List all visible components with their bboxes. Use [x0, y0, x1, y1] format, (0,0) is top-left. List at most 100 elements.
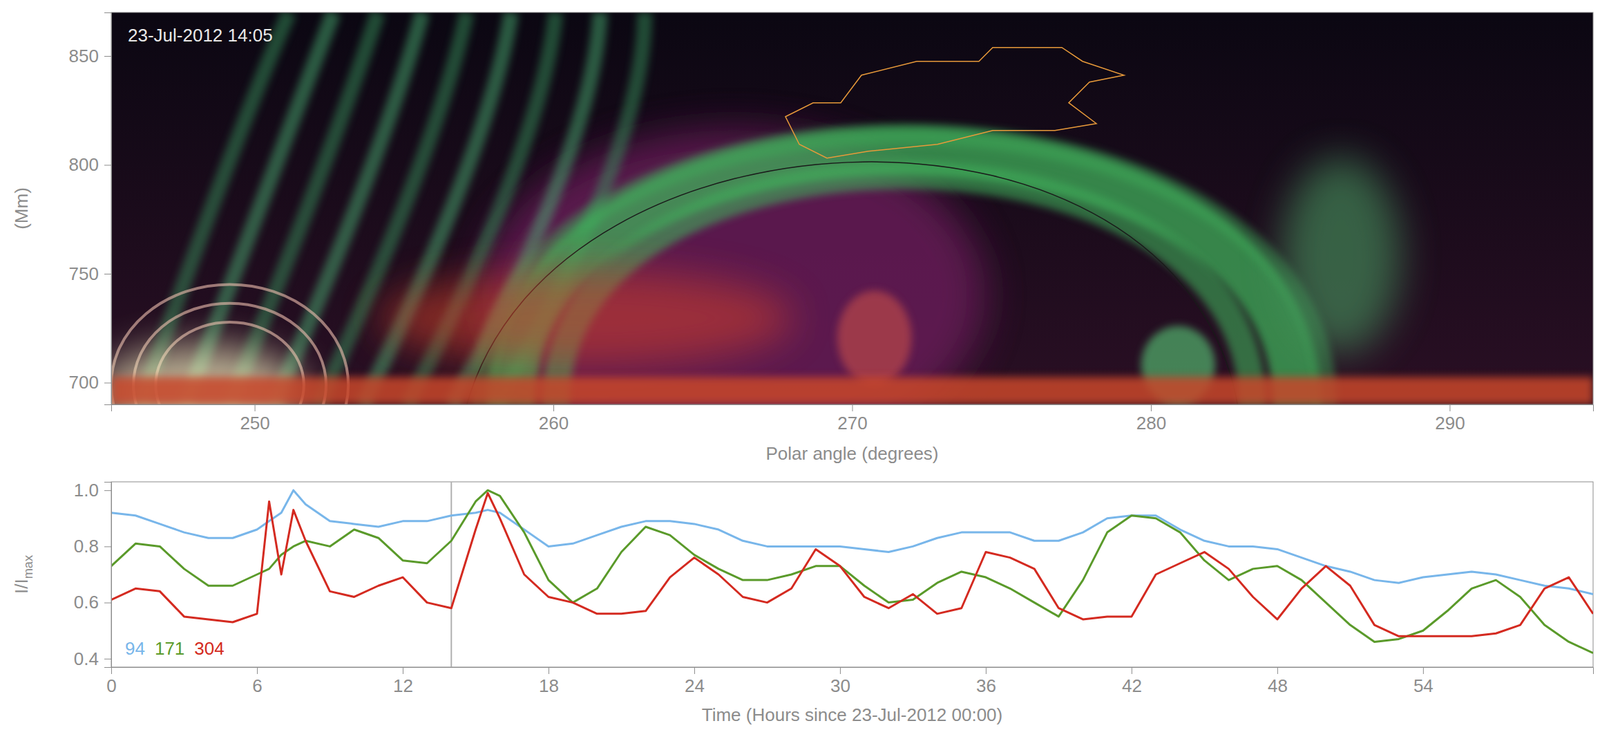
tick-label: 0	[106, 674, 117, 696]
series-line	[111, 492, 1594, 636]
tick: 0.4	[73, 648, 112, 669]
x-axis: 0 6 12 18 24 30 36 42 48 54	[106, 666, 1594, 696]
tick-label: 12	[393, 674, 414, 696]
tick-label: 700	[69, 371, 99, 393]
series-line	[111, 489, 1594, 653]
axis-line	[104, 482, 112, 668]
tick: 0.6	[73, 591, 112, 613]
axis-line	[111, 667, 1594, 675]
tick-mark	[1131, 666, 1133, 674]
tick-mark	[111, 666, 112, 674]
tick-mark	[1423, 666, 1424, 674]
tick-label: 0.4	[73, 648, 99, 669]
legend-entry: 171	[154, 637, 185, 659]
blob	[1282, 157, 1402, 354]
tick: 12	[393, 666, 414, 696]
tick: 36	[976, 666, 997, 696]
axis-line	[111, 404, 1594, 412]
legend-entry: 304	[194, 637, 224, 659]
tick: 30	[830, 666, 851, 696]
frame	[111, 481, 1594, 667]
tick-label: 18	[538, 674, 559, 696]
limb	[111, 376, 1594, 405]
tick-mark	[852, 404, 854, 412]
tick-mark	[1449, 404, 1451, 412]
tick-mark	[402, 666, 404, 674]
figure: 250 260 270 280 290 700 750 800 850 Polar angle (…	[0, 0, 1600, 739]
y-axis: 700 750 800 850	[69, 13, 112, 405]
time-cursor	[450, 481, 452, 667]
tick-label: 24	[684, 674, 705, 696]
tick: 42	[1121, 666, 1142, 696]
tick-mark	[104, 273, 112, 275]
tick-label: 290	[1434, 412, 1465, 434]
frame	[111, 12, 1594, 405]
tick-label: 0.6	[73, 591, 99, 613]
tick-label: 30	[830, 674, 851, 696]
tick-mark	[104, 658, 112, 660]
tick-mark	[553, 404, 555, 412]
y-axis-title: I/Imax	[11, 554, 36, 594]
tick-label: 1.0	[73, 479, 99, 501]
tick-mark	[256, 666, 258, 674]
tick-mark	[104, 55, 112, 57]
prominence	[377, 270, 794, 365]
tick: 6	[252, 666, 262, 696]
tick-label: 42	[1121, 674, 1142, 696]
timestamp: 23-Jul-2012 14:05	[127, 24, 273, 46]
tick-label: 260	[538, 412, 569, 434]
tick-label: 270	[837, 412, 868, 434]
tick: 24	[684, 666, 705, 696]
legend: 94 171 304	[125, 637, 225, 659]
tick: 0	[106, 666, 117, 696]
tick-label: 750	[69, 263, 99, 284]
tick-label: 36	[976, 674, 997, 696]
tick-mark	[104, 545, 112, 547]
tick-label: 280	[1136, 412, 1167, 434]
tick-label: 800	[69, 154, 99, 175]
tick-mark	[104, 602, 112, 604]
tick-mark	[985, 666, 987, 674]
tick-mark	[840, 666, 841, 674]
tick-label: 48	[1267, 674, 1288, 696]
tick-mark	[1277, 666, 1279, 674]
tick: 0.8	[73, 535, 112, 557]
tick-label: 0.8	[73, 535, 99, 557]
tick: 18	[538, 666, 559, 696]
tick: 54	[1413, 666, 1434, 696]
tick-label: 850	[69, 45, 99, 67]
x-axis-title: Polar angle (degrees)	[765, 442, 939, 464]
plot-area	[111, 481, 1594, 667]
x-axis-title: Time (Hours since 23-Jul-2012 00:00)	[701, 703, 1003, 725]
tick: 48	[1267, 666, 1288, 696]
tick-mark	[104, 489, 112, 491]
tick-label: 250	[239, 412, 270, 434]
tick: 260	[538, 404, 569, 434]
tick-mark	[694, 666, 695, 674]
series-line	[111, 489, 1594, 594]
tick-mark	[104, 165, 112, 166]
tick: 750	[69, 263, 112, 284]
prominence	[837, 290, 912, 385]
tick: 270	[837, 404, 868, 434]
y-axis-title: (Mm)	[11, 187, 32, 230]
tick-label: 54	[1413, 674, 1434, 696]
tick: 800	[69, 154, 112, 175]
x-axis: 250 260 270 280 290	[111, 404, 1594, 434]
contour	[785, 47, 1125, 159]
tick: 250	[239, 404, 270, 434]
tick-mark	[548, 666, 550, 674]
solar-image	[111, 12, 1594, 405]
tick-label: 6	[252, 674, 262, 696]
legend-entry: 94	[125, 637, 146, 659]
tick: 290	[1434, 404, 1465, 434]
axis-line	[104, 13, 112, 405]
tick-mark	[1150, 404, 1152, 412]
tick: 1.0	[73, 479, 112, 501]
tick-mark	[254, 404, 256, 412]
tick: 850	[69, 45, 112, 67]
tick-mark	[104, 382, 112, 384]
tick: 700	[69, 371, 112, 393]
tick: 280	[1136, 404, 1167, 434]
y-axis: 0.4 0.6 0.8 1.0	[73, 479, 112, 669]
